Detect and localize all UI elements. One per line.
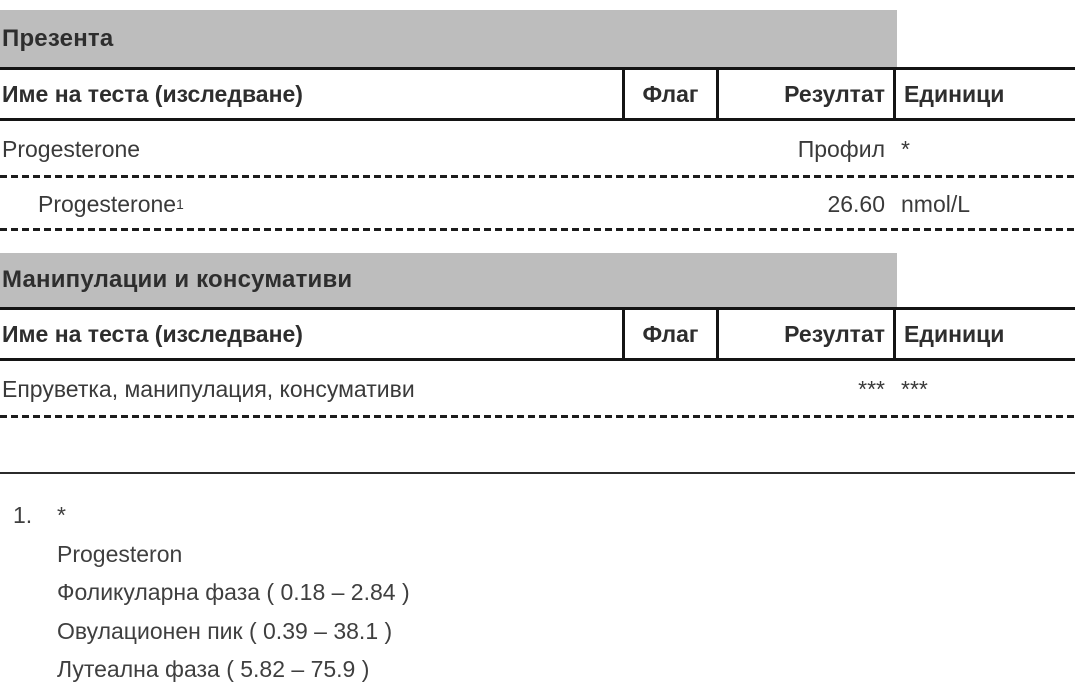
- footnote-line-asterisk: *: [57, 502, 66, 528]
- flag-cell: [622, 121, 716, 178]
- table-row: Progesterone 1 26.60 nmol/L: [0, 178, 1075, 231]
- section-title: Манипулации и консумативи: [2, 266, 353, 293]
- footnote-line-follicular-range: Фоликуларна фаза ( 0.18 – 2.84 ): [57, 579, 410, 605]
- section-header-presenta: Презента: [0, 10, 897, 67]
- footnote-number: 1.: [13, 502, 33, 528]
- result-cell: ***: [858, 376, 885, 402]
- table-header-row-presenta: Име на теста (изследване) Флаг Резултат …: [0, 67, 1075, 121]
- section-title: Презента: [2, 24, 114, 52]
- column-header-units: Единици: [893, 70, 1075, 118]
- footnote-divider: [0, 472, 1075, 474]
- table-header-row-manipulations: Име на теста (изследване) Флаг Резултат …: [0, 307, 1075, 361]
- test-name-cell: Progesterone 1: [38, 191, 184, 217]
- table-row: Progesterone Профил *: [0, 121, 1075, 178]
- footnote-line-luteal-range: Лутеална фаза ( 5.82 – 75.9 ): [57, 656, 370, 682]
- table-row: Епруветка, манипулация, консумативи *** …: [0, 361, 1075, 418]
- footnote-line-test-name: Progesteron: [57, 540, 183, 567]
- section-header-manipulations: Манипулации и консумативи: [0, 253, 897, 307]
- flag-cell: [622, 361, 716, 418]
- test-name: Progesterone: [38, 191, 177, 217]
- footnote-line-ovulation-range: Овулационен пик ( 0.39 – 38.1 ): [57, 617, 393, 644]
- lab-report-page: Презента Име на теста (изследване) Флаг …: [0, 10, 1075, 682]
- result-cell: Профил: [797, 136, 885, 162]
- units-cell: ***: [901, 376, 928, 402]
- units-cell: nmol/L: [901, 191, 971, 217]
- column-header-result: Резултат: [716, 310, 893, 358]
- column-header-units: Единици: [893, 310, 1075, 358]
- column-header-test-name: Име на теста (изследване): [2, 80, 303, 107]
- footnote-block: 1. * Progesteron Фоликуларна фаза ( 0.18…: [0, 474, 1075, 689]
- test-name-cell: Епруветка, манипулация, консумативи: [2, 376, 415, 402]
- result-cell: 26.60: [827, 191, 885, 217]
- footnote-body: * Progesteron Фоликуларна фаза ( 0.18 – …: [57, 496, 410, 689]
- test-name-cell: Progesterone: [2, 136, 141, 162]
- column-header-test-name: Име на теста (изследване): [2, 320, 303, 347]
- flag-cell: [622, 178, 716, 231]
- column-header-flag: Флаг: [622, 310, 716, 358]
- units-cell: *: [901, 136, 910, 162]
- column-header-flag: Флаг: [622, 70, 716, 118]
- column-header-result: Резултат: [716, 70, 893, 118]
